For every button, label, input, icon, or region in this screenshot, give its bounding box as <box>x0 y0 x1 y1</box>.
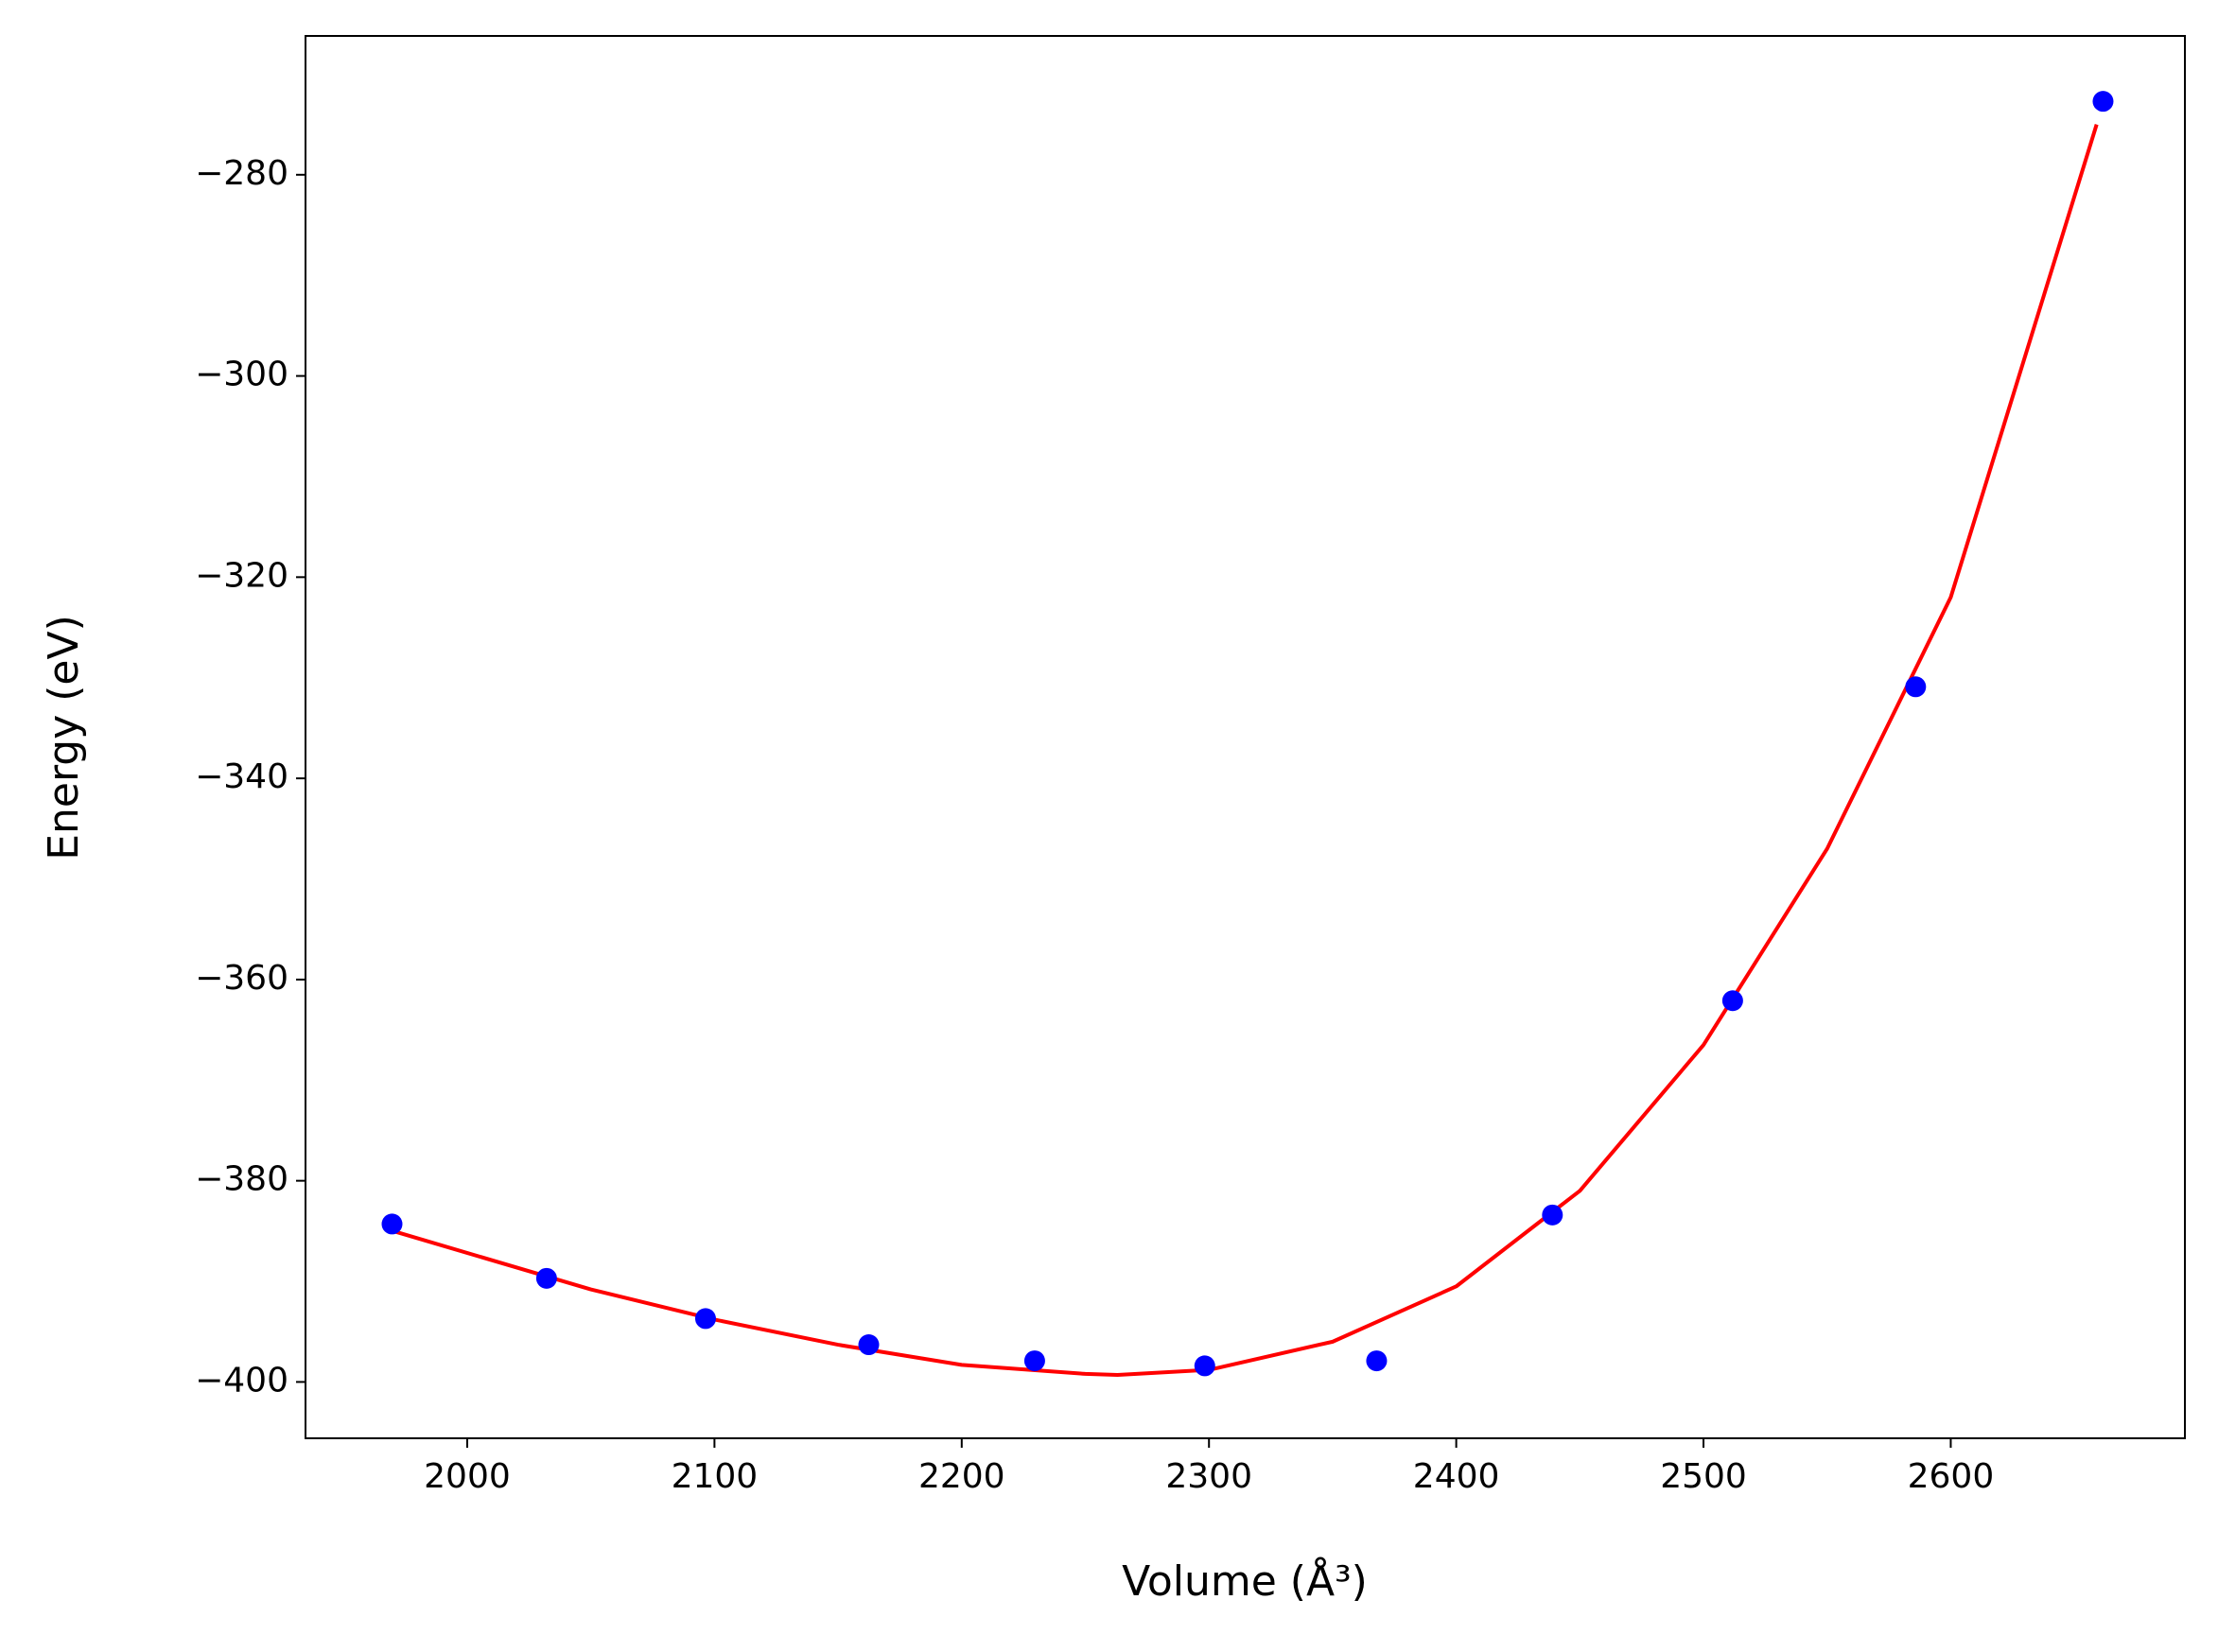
x-tick-label: 2100 <box>672 1457 759 1496</box>
data-point <box>1366 1350 1388 1372</box>
y-tick-label: −280 <box>195 154 288 193</box>
y-tick-label: −400 <box>195 1361 288 1400</box>
y-tick-label: −360 <box>195 959 288 998</box>
data-point <box>694 1308 716 1330</box>
x-tick-label: 2200 <box>918 1457 1005 1496</box>
data-point <box>381 1213 403 1235</box>
data-point <box>1721 990 1743 1012</box>
data-point <box>1023 1350 1045 1372</box>
x-tick-label: 2400 <box>1413 1457 1500 1496</box>
x-tick-label: 2600 <box>1908 1457 1995 1496</box>
data-point <box>535 1267 557 1289</box>
y-tick-label: −320 <box>195 556 288 595</box>
x-axis-label: Volume (Å³) <box>1122 1556 1368 1606</box>
data-point <box>1905 676 1927 698</box>
y-tick-label: −380 <box>195 1160 288 1199</box>
y-axis-label: Energy (eV) <box>40 615 88 861</box>
y-tick-label: −300 <box>195 356 288 394</box>
data-point <box>858 1334 880 1356</box>
data-point <box>1194 1355 1215 1377</box>
x-tick-label: 2300 <box>1165 1457 1252 1496</box>
data-point <box>1542 1204 1563 1226</box>
x-tick-label: 2500 <box>1660 1457 1747 1496</box>
data-point <box>2092 91 2114 113</box>
y-tick-label: −340 <box>195 757 288 796</box>
x-tick-label: 2000 <box>424 1457 511 1496</box>
plot-frame <box>305 35 2186 1439</box>
